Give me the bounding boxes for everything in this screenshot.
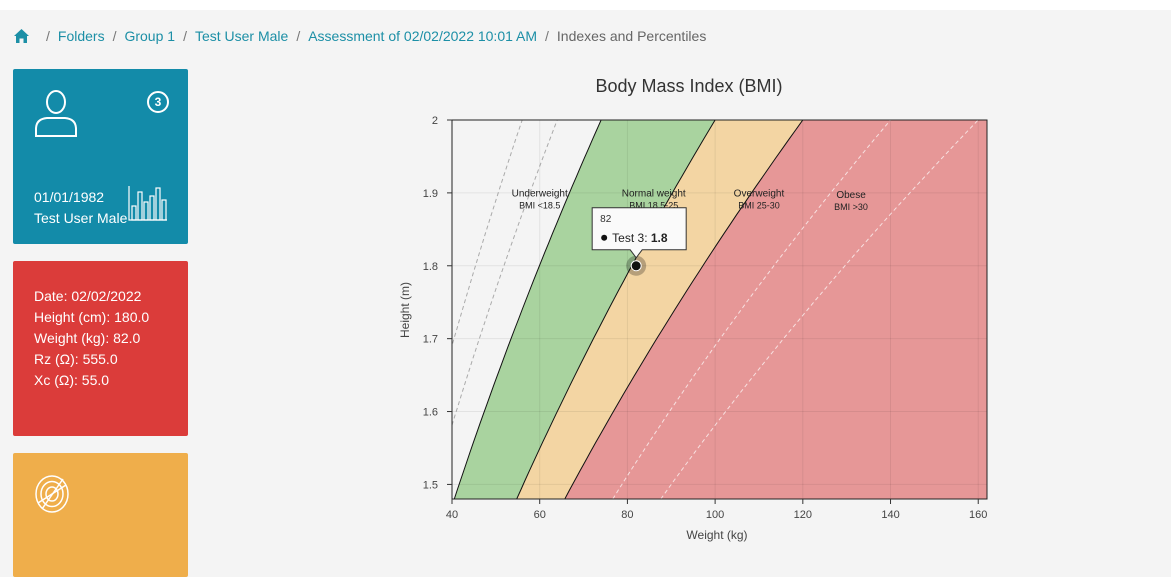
y-tick-label: 1.8 bbox=[423, 261, 438, 273]
assessment-weight: Weight (kg): 82.0 bbox=[34, 330, 141, 346]
assessment-data-list: Date: 02/02/2022 Height (cm): 180.0 Weig… bbox=[34, 286, 149, 391]
user-dob: 01/01/1982 bbox=[34, 189, 105, 205]
y-axis-label: Height (m) bbox=[398, 282, 412, 338]
x-tick-label: 120 bbox=[794, 509, 812, 521]
breadcrumb: / Folders / Group 1 / Test User Male / A… bbox=[13, 26, 706, 46]
y-tick-label: 1.7 bbox=[423, 334, 438, 346]
zone-label-obese: Obese bbox=[836, 190, 866, 201]
zone-boundary-line bbox=[453, 120, 602, 499]
assessment-count-badge: 3 bbox=[147, 91, 169, 113]
y-tick-label: 1.9 bbox=[423, 188, 438, 200]
assessment-xc: Xc (Ω): 55.0 bbox=[34, 372, 110, 388]
zone-range-underweight: BMI <18.5 bbox=[519, 201, 560, 211]
breadcrumb-separator: / bbox=[296, 28, 301, 44]
target-icon bbox=[33, 473, 71, 515]
x-tick-label: 100 bbox=[706, 509, 724, 521]
y-tick-label: 1.5 bbox=[423, 479, 438, 491]
zone-overweight bbox=[516, 120, 803, 499]
tooltip-series-text: Test 3: 1.8 bbox=[612, 231, 668, 245]
tooltip-series-dot bbox=[601, 234, 608, 241]
zone-label-underweight: Underweight bbox=[512, 189, 568, 200]
x-tick-label: 160 bbox=[969, 509, 987, 521]
zone-label-overweight: Overweight bbox=[734, 189, 785, 200]
assessment-data-card[interactable]: Date: 02/02/2022 Height (cm): 180.0 Weig… bbox=[13, 261, 188, 436]
chart-title: Body Mass Index (BMI) bbox=[595, 76, 783, 96]
x-tick-label: 60 bbox=[534, 509, 546, 521]
zone-boundary-line bbox=[516, 120, 716, 499]
zone-range-overweight: BMI 25-30 bbox=[738, 201, 780, 211]
reference-line bbox=[612, 120, 891, 499]
breadcrumb-user[interactable]: Test User Male bbox=[194, 28, 289, 44]
tooltip-value: 1.8 bbox=[651, 231, 668, 245]
zone-boundary-line bbox=[564, 120, 804, 499]
breadcrumb-separator: / bbox=[112, 28, 117, 44]
reference-line bbox=[452, 120, 558, 428]
zone-obese bbox=[564, 120, 987, 499]
user-name: Test User Male bbox=[34, 210, 128, 226]
y-tick-label: 2 bbox=[432, 115, 438, 127]
top-bar bbox=[0, 0, 1171, 10]
x-tick-label: 80 bbox=[621, 509, 633, 521]
home-icon[interactable] bbox=[13, 28, 30, 44]
breadcrumb-group[interactable]: Group 1 bbox=[124, 28, 176, 44]
zone-label-normal-weight: Normal weight bbox=[622, 189, 686, 200]
reference-line bbox=[660, 120, 979, 499]
breadcrumb-folders[interactable]: Folders bbox=[57, 28, 105, 44]
user-icon bbox=[33, 89, 79, 139]
y-tick-label: 1.6 bbox=[423, 407, 438, 419]
breadcrumb-separator: / bbox=[46, 28, 50, 44]
assessment-height: Height (cm): 180.0 bbox=[34, 309, 150, 325]
zone-underweight bbox=[452, 120, 602, 499]
data-point[interactable] bbox=[630, 260, 642, 272]
zone-range-normal-weight: BMI 18.5-25 bbox=[629, 201, 678, 211]
breadcrumb-separator: / bbox=[545, 28, 549, 44]
user-card[interactable]: 3 01/01/1982 Test User Male bbox=[13, 69, 188, 244]
assessment-rz: Rz (Ω): 555.0 bbox=[34, 351, 118, 367]
tooltip-x-value: 82 bbox=[600, 214, 612, 225]
point-tooltip: 82 Test 3: 1.8 bbox=[591, 207, 687, 259]
bmi-chart: Body Mass Index (BMI) Underweight BMI <18… bbox=[395, 70, 1005, 550]
analysis-card[interactable] bbox=[13, 453, 188, 577]
x-tick-label: 140 bbox=[881, 509, 899, 521]
plot-frame bbox=[451, 119, 988, 500]
assessment-date: Date: 02/02/2022 bbox=[34, 288, 142, 304]
breadcrumb-assessment[interactable]: Assessment of 02/02/2022 10:01 AM bbox=[308, 28, 538, 44]
zone-range-obese: BMI >30 bbox=[834, 202, 868, 212]
x-axis-label: Weight (kg) bbox=[686, 528, 747, 542]
breadcrumb-current: Indexes and Percentiles bbox=[556, 28, 707, 44]
tooltip-series-name: Test 3 bbox=[612, 231, 644, 245]
breadcrumb-separator: / bbox=[183, 28, 187, 44]
x-tick-label: 40 bbox=[446, 509, 458, 521]
reference-line bbox=[452, 120, 523, 348]
bar-chart-icon bbox=[127, 184, 169, 226]
